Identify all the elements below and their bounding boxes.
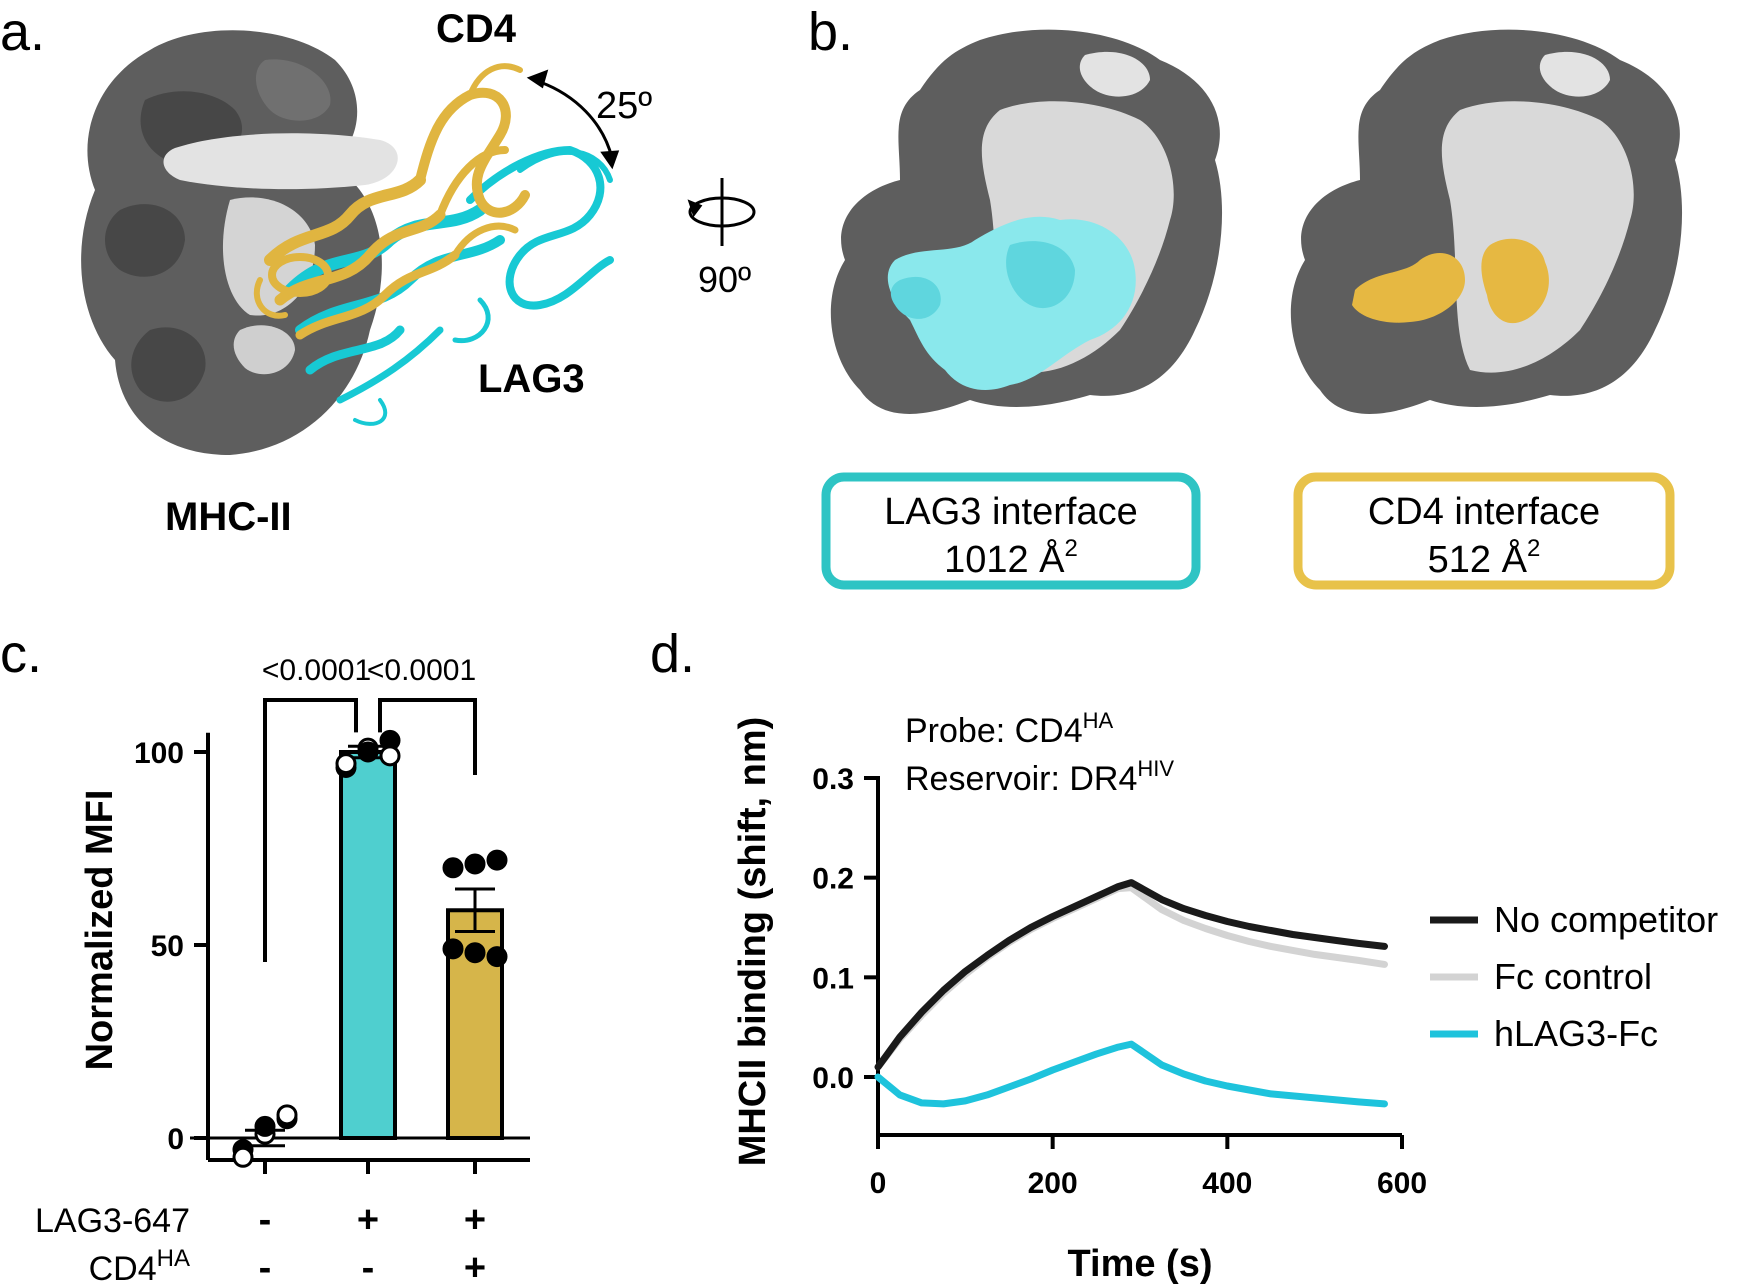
significance-bracket [263,698,358,962]
data-point [276,1104,298,1126]
condition-row-label: CD4HA [89,1245,190,1285]
lag3-interface-box [821,472,1201,590]
x-tick-label: 0 [870,1167,887,1200]
cd4-interface-value: 512 Å2 [1428,535,1541,581]
lag3-label: LAG3 [478,357,585,401]
y-tick-label: 0.2 [812,863,854,896]
angle-label: 25º [596,85,652,127]
lag3-interface-value: 1012 Å2 [944,535,1078,581]
lag3-interface-surface [830,29,1223,414]
condition-sign: + [357,1199,379,1241]
y-tick-label: 0.0 [812,1062,854,1095]
y-tick-label: 100 [134,737,184,770]
data-point [357,741,379,763]
data-point [232,1146,254,1168]
cd4-interface-box [1293,472,1675,590]
p-value-label: <0.0001 [262,654,371,687]
annotation: Reservoir: DR4HIV [905,756,1174,798]
legend-label: Fc control [1494,956,1652,997]
data-point [486,849,508,871]
cd4-interface-surface [1290,29,1683,414]
x-tick-label: 600 [1377,1167,1427,1200]
condition-row-label: LAG3-647 [35,1202,190,1240]
panel-d-label: d. [650,624,695,684]
rotate-90-icon [687,178,756,246]
line-chart-mhcii-binding: 0.0 0.1 0.2 0.3 0 200 400 600 Time (s) MHCII bind… [732,708,1718,1285]
data-point [442,938,464,960]
condition-sign: + [464,1247,486,1285]
data-point [335,753,357,775]
data-point [464,942,486,964]
condition-sign: + [464,1199,486,1241]
panel-b-label: b. [808,2,853,62]
cd4-interface-title: CD4 interface [1368,491,1600,533]
series-line [874,879,1388,1071]
p-value-label: <0.0001 [367,654,476,687]
significance-bracket [378,698,477,775]
cd4-label: CD4 [436,7,517,51]
condition-sign: - [259,1247,272,1285]
data-point [254,1115,276,1137]
y-tick-label: 0.1 [812,962,854,995]
condition-sign: - [259,1199,272,1241]
y-tick-label: 50 [151,930,184,963]
x-axis-label: Time (s) [1067,1243,1212,1285]
data-point [379,745,401,767]
x-tick-label: 400 [1202,1167,1252,1200]
legend-label: No competitor [1494,899,1718,940]
data-point [486,946,508,968]
mhc-ii-label: MHC-II [165,495,292,539]
rotation-label: 90º [698,259,751,300]
y-axis-label: MHCII binding (shift, nm) [732,717,774,1167]
cd4-ribbon [253,63,530,340]
panel-a-label: a. [0,2,45,62]
annotation: Probe: CD4HA [905,708,1114,750]
bar [339,750,397,1140]
data-point [442,857,464,879]
condition-sign: - [362,1247,375,1285]
series-line [874,1040,1388,1108]
bar-chart-normalized-mfi: 0 50 100 Normalized MFI <0.0001<0.0001 LAG3-6… [35,654,530,1285]
panel-c-label: c. [0,624,42,684]
rotation-25-arrow [526,69,620,170]
y-tick-label: 0.3 [812,763,854,796]
y-tick-label: 0 [167,1123,184,1156]
x-tick-label: 200 [1028,1167,1078,1200]
data-point [464,853,486,875]
legend-label: hLAG3-Fc [1494,1013,1658,1054]
lag3-interface-title: LAG3 interface [884,491,1137,533]
y-axis-label: Normalized MFI [79,790,121,1071]
